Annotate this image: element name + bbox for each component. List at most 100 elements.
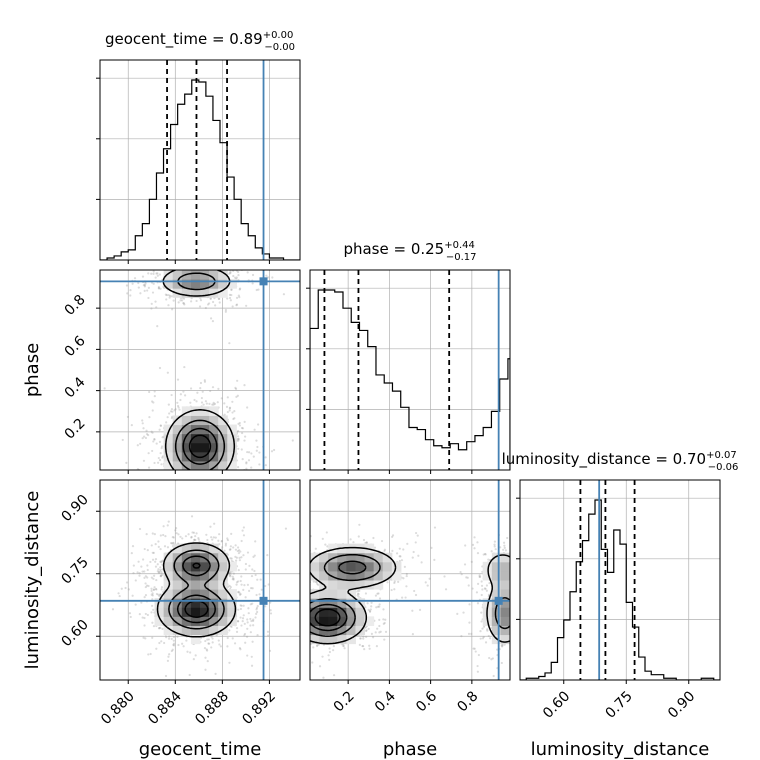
x-tick-label: 0.4 xyxy=(372,688,399,715)
sample-point xyxy=(522,555,524,557)
sample-point xyxy=(236,620,240,623)
sample-point xyxy=(306,642,308,644)
sample-point xyxy=(171,535,174,539)
sample-point xyxy=(490,550,493,553)
sample-point xyxy=(249,631,252,634)
sample-point xyxy=(430,546,433,549)
contour-line xyxy=(168,549,225,630)
sample-point xyxy=(256,605,259,608)
sample-point xyxy=(306,646,308,648)
sample-point xyxy=(245,635,249,638)
sample-point xyxy=(165,421,168,424)
sample-point xyxy=(202,494,204,496)
sample-point xyxy=(238,646,241,650)
density-cell xyxy=(163,460,174,470)
sample-point xyxy=(182,390,185,393)
sample-point xyxy=(402,548,405,551)
density-cell xyxy=(163,561,174,572)
sample-point xyxy=(171,542,174,545)
density-cell xyxy=(209,424,219,435)
sample-point xyxy=(241,485,243,487)
sample-point xyxy=(286,557,288,559)
sample-point xyxy=(246,406,249,409)
sample-point xyxy=(152,625,156,628)
sample-point xyxy=(300,634,302,636)
sample-point xyxy=(306,614,308,616)
sample-point xyxy=(171,474,173,476)
sample-point xyxy=(186,500,188,502)
sample-point xyxy=(229,257,231,259)
sample-point xyxy=(179,488,181,490)
density-cell xyxy=(190,288,201,298)
sample-point xyxy=(515,575,517,577)
density-cell xyxy=(172,270,183,280)
sample-point xyxy=(521,636,523,638)
sample-point xyxy=(166,371,169,374)
sample-point xyxy=(276,609,278,611)
sample-point xyxy=(268,649,272,652)
panel-content xyxy=(310,270,510,470)
sample-point xyxy=(206,649,209,652)
sample-point xyxy=(204,264,206,266)
density-cell xyxy=(190,625,201,636)
sample-point xyxy=(206,638,209,641)
sample-point xyxy=(238,556,241,560)
sample-point xyxy=(247,612,250,615)
density-cell xyxy=(200,607,210,617)
sample-point xyxy=(154,587,158,591)
sample-point xyxy=(356,592,360,595)
sample-point xyxy=(230,557,233,560)
sample-point xyxy=(521,601,523,603)
density-cell xyxy=(500,570,510,581)
sample-point xyxy=(218,543,221,546)
sample-point xyxy=(160,560,163,563)
density-cell xyxy=(181,589,192,599)
sample-point xyxy=(459,570,462,574)
sample-point xyxy=(294,646,296,648)
sample-point xyxy=(282,618,284,620)
sample-point xyxy=(241,620,244,623)
density-cell xyxy=(181,424,192,435)
sample-point xyxy=(142,459,146,462)
sample-point xyxy=(208,302,211,305)
sample-point xyxy=(289,571,291,573)
sample-point xyxy=(167,403,170,406)
sample-point xyxy=(511,616,513,618)
sample-point xyxy=(159,488,161,490)
sample-point xyxy=(272,585,274,587)
sample-point xyxy=(527,590,529,592)
density-cell xyxy=(319,570,329,581)
x-tick-label: 0.60 xyxy=(540,688,573,721)
sample-point xyxy=(521,586,523,588)
contour-line xyxy=(174,272,226,470)
sample-point xyxy=(303,574,305,576)
sample-point xyxy=(177,643,180,647)
sample-point xyxy=(144,263,146,265)
sample-point xyxy=(464,544,467,547)
sample-point xyxy=(195,532,198,535)
sample-point xyxy=(492,674,495,678)
sample-point xyxy=(199,483,201,485)
sample-point xyxy=(515,595,517,597)
sample-point xyxy=(154,300,157,303)
sample-point xyxy=(212,471,214,473)
sample-point xyxy=(237,552,241,555)
contour-line xyxy=(156,542,237,638)
sample-point xyxy=(515,599,517,601)
sample-point xyxy=(222,483,224,485)
density-cell xyxy=(163,433,174,444)
sample-point xyxy=(245,462,248,465)
sample-point xyxy=(526,645,528,647)
density-cell xyxy=(346,607,356,617)
sample-point xyxy=(169,481,171,483)
sample-point xyxy=(500,645,504,648)
sample-point xyxy=(296,630,298,632)
sample-point xyxy=(254,496,256,498)
sample-point xyxy=(215,472,217,474)
sample-point xyxy=(229,575,232,578)
sample-point xyxy=(190,300,193,303)
sample-point xyxy=(197,538,200,541)
sample-point xyxy=(156,325,159,328)
sample-point xyxy=(288,645,290,647)
sample-point xyxy=(130,552,133,555)
